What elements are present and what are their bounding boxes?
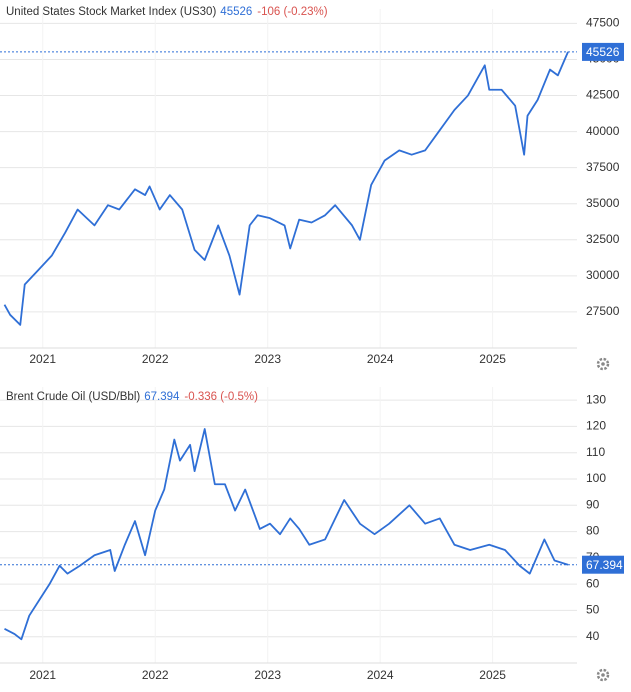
x-tick-label: 2024 <box>367 352 394 366</box>
x-tick-label: 2023 <box>254 668 281 682</box>
price-tag: 45526 <box>586 45 620 59</box>
y-tick-label: 47500 <box>586 16 620 30</box>
y-tick-label: 100 <box>586 471 606 485</box>
x-tick-label: 2021 <box>29 668 56 682</box>
x-tick-label: 2023 <box>254 352 281 366</box>
y-tick-label: 40 <box>586 629 600 643</box>
x-tick-label: 2021 <box>29 352 56 366</box>
y-tick-label: 60 <box>586 576 600 590</box>
line-series <box>3 51 569 326</box>
y-tick-label: 37500 <box>586 160 620 174</box>
line-series <box>4 428 569 641</box>
x-tick-label: 2022 <box>142 668 169 682</box>
y-tick-label: 27500 <box>586 304 620 318</box>
y-tick-label: 30000 <box>586 268 620 282</box>
settings-icon[interactable] <box>596 668 610 682</box>
y-tick-label: 40000 <box>586 124 620 138</box>
y-tick-label: 32500 <box>586 232 620 246</box>
header-price: 45526 <box>220 6 252 18</box>
x-tick-label: 2025 <box>479 668 506 682</box>
y-tick-label: 35000 <box>586 196 620 210</box>
price-tag: 67.394 <box>586 558 623 572</box>
header-change: -0.336 (-0.5%) <box>184 391 258 403</box>
x-tick-label: 2025 <box>479 352 506 366</box>
x-tick-label: 2022 <box>142 352 169 366</box>
price-tag-bg <box>582 42 624 61</box>
price-tag-bg <box>582 555 624 574</box>
y-tick-label: 50 <box>586 603 600 617</box>
header-price: 67.394 <box>144 391 180 403</box>
chart-title: Brent Crude Oil (USD/Bbl) <box>6 391 140 403</box>
y-tick-label: 130 <box>586 392 606 406</box>
y-tick-label: 80 <box>586 524 600 538</box>
header-change: -106 (-0.23%) <box>257 6 327 18</box>
y-tick-label: 42500 <box>586 88 620 102</box>
y-tick-label: 90 <box>586 497 600 511</box>
chart-title: United States Stock Market Index (US30) <box>6 6 216 18</box>
y-tick-label: 110 <box>586 445 605 459</box>
settings-icon[interactable] <box>596 357 610 371</box>
y-tick-label: 120 <box>586 419 606 433</box>
x-tick-label: 2024 <box>367 668 394 682</box>
